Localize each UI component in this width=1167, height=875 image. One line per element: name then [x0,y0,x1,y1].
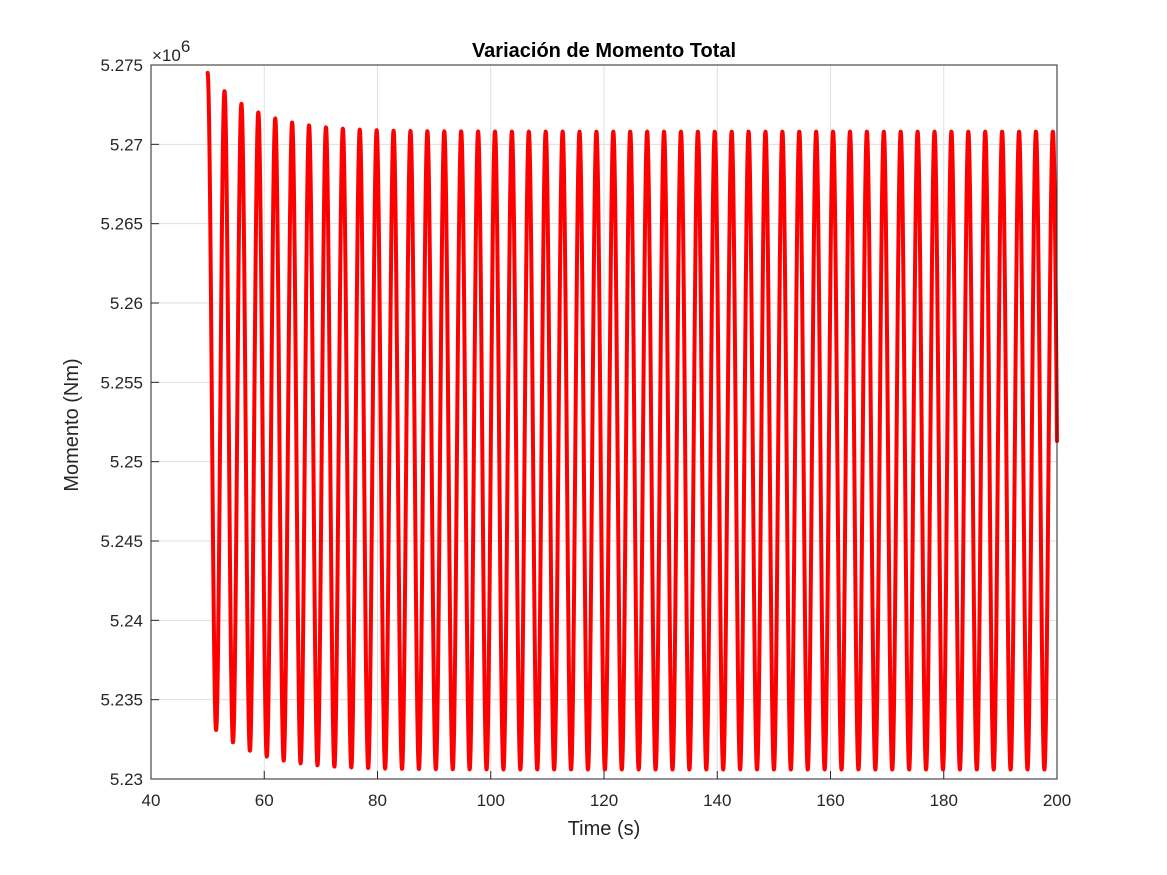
x-ticks: 40 60 80 100 120 140 160 180 200 [142,771,1071,810]
x-tick-label: 40 [142,791,161,810]
y-tick-label: 5.23 [110,770,143,789]
y-tick-label: 5.24 [110,611,143,630]
x-tick-label: 100 [477,791,505,810]
x-tick-label: 180 [930,791,958,810]
x-tick-label: 80 [368,791,387,810]
y-axis-label: Momento (Nm) [61,358,83,491]
series-line [205,70,1059,772]
y-axis-multiplier-base: ×10 [152,46,181,65]
y-tick-label: 5.26 [110,294,143,313]
chart-title: Variación de Momento Total [472,40,736,62]
x-axis-label: Time (s) [568,818,641,840]
y-tick-label: 5.275 [100,56,143,75]
y-ticks: 5.23 5.235 5.24 5.245 5.25 5.255 5.26 5.265 5.27… [100,56,159,789]
y-axis-multiplier: ×106 [152,37,190,65]
y-tick-label: 5.25 [110,453,143,472]
y-tick-label: 5.235 [100,691,143,710]
y-axis-multiplier-exponent: 6 [181,37,190,56]
y-tick-label: 5.265 [100,215,143,234]
y-tick-label: 5.245 [100,532,143,551]
y-tick-label: 5.255 [100,373,143,392]
x-tick-label: 200 [1043,791,1071,810]
y-tick-label: 5.27 [110,135,143,154]
x-tick-label: 160 [816,791,844,810]
x-tick-label: 60 [255,791,274,810]
x-tick-label: 120 [590,791,618,810]
x-tick-label: 140 [703,791,731,810]
